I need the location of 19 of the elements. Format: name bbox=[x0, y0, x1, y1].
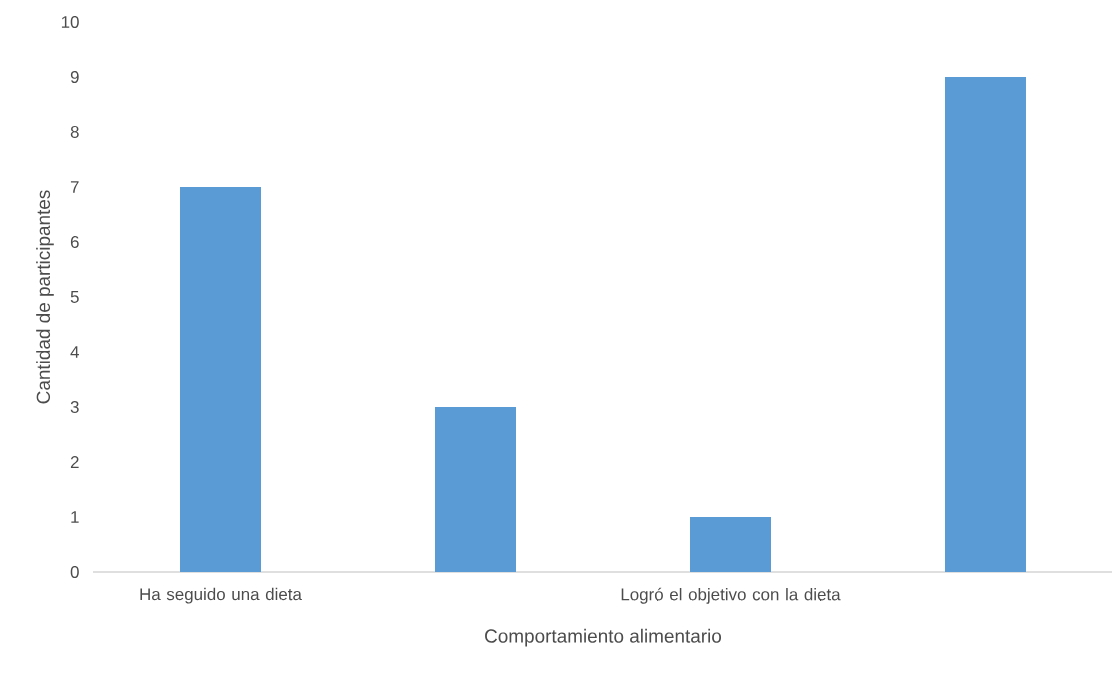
y-tick-label: 6 bbox=[70, 236, 79, 248]
y-tick-label: 5 bbox=[70, 291, 79, 303]
x-tick-label: Ha seguido una dieta bbox=[140, 587, 302, 604]
y-tick-label: 0 bbox=[70, 566, 79, 578]
y-tick-label: 1 bbox=[71, 511, 79, 523]
bar bbox=[435, 407, 516, 572]
y-tick-label: 8 bbox=[70, 126, 79, 138]
bar bbox=[690, 517, 771, 572]
y-tick-label: 7 bbox=[70, 181, 79, 193]
y-tick-label: 3 bbox=[70, 401, 79, 413]
y-tick-label: 4 bbox=[70, 346, 79, 358]
x-tick-label: Logró el objetivo con la dieta bbox=[621, 587, 841, 604]
y-tick-label: 2 bbox=[70, 456, 79, 468]
bar bbox=[180, 187, 261, 572]
y-tick-label: 10 bbox=[61, 15, 79, 28]
y-tick-label: 9 bbox=[70, 71, 79, 83]
x-axis-title: Comportamiento alimentario bbox=[485, 628, 722, 647]
y-axis-title: Cantidad de participantes bbox=[36, 190, 54, 404]
bar bbox=[944, 76, 1026, 572]
